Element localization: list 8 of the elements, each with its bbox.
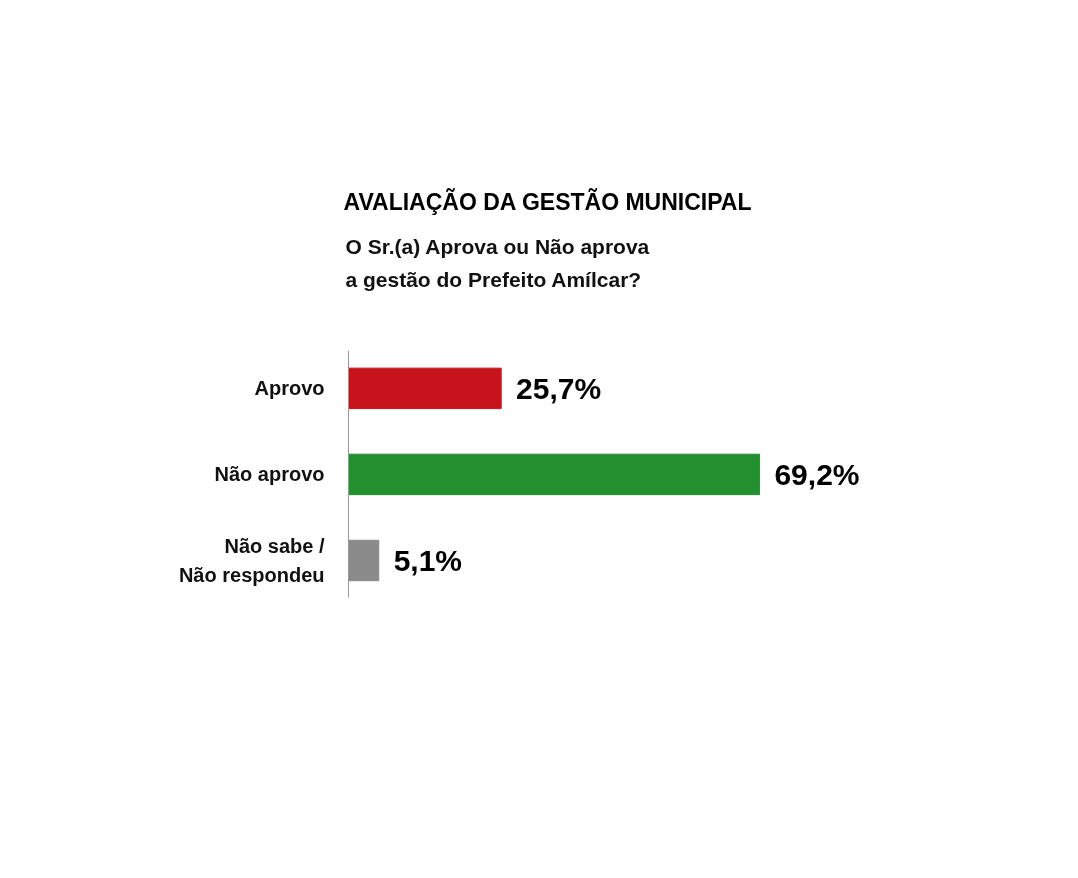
data-label: 5,1% (393, 543, 463, 577)
data-label: 69,2% (774, 457, 860, 491)
chart-subtitle: O Sr.(a) Aprova ou Não aprova a gestão do Prefeito Amílcar? (345, 235, 650, 292)
y-tick-label: Aprovo (254, 377, 325, 400)
y-tick-label: Não sabe / Não respondeu (178, 535, 325, 586)
chart-title: AVALIAÇÃO DA GESTÃO MUNICIPAL (343, 187, 752, 215)
y-tick-label: Não aprovo (214, 463, 325, 486)
data-label: 25,7% (516, 371, 602, 405)
